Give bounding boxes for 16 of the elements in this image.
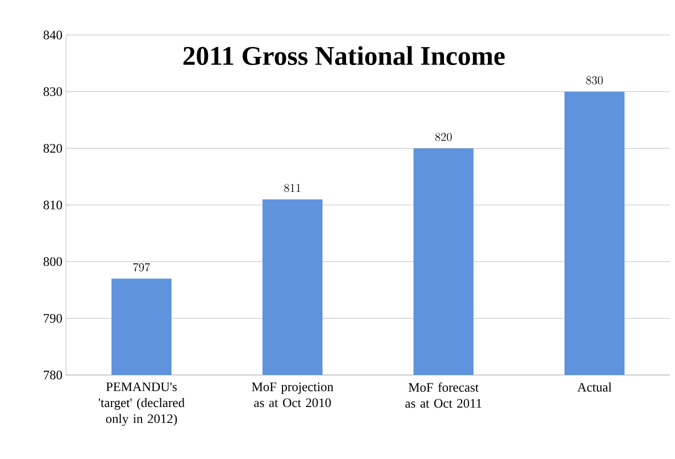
x-tick-label: MoF forecast as at Oct 2011 xyxy=(405,382,482,408)
data-label: 811 xyxy=(284,184,300,192)
x-tick-label: MoF projection as at Oct 2010 xyxy=(252,382,334,408)
data-label: 830 xyxy=(586,76,603,84)
y-tick-label: 800 xyxy=(44,257,62,266)
y-tick-label: 810 xyxy=(44,200,62,210)
y-tick-label: 840 xyxy=(44,30,62,40)
y-tick-label: 820 xyxy=(44,144,62,153)
y-tick-label: 830 xyxy=(44,87,62,96)
x-tick-label: Actual xyxy=(577,382,612,392)
data-label: 797 xyxy=(133,263,150,272)
x-tick-label: PEMANDU's 'target' (declared only in 2012) xyxy=(98,382,185,426)
chart-title: 2011 Gross National Income xyxy=(183,46,505,66)
data-label: 820 xyxy=(435,132,452,142)
y-tick-label: 780 xyxy=(44,370,62,380)
y-tick-label: 790 xyxy=(44,314,62,323)
